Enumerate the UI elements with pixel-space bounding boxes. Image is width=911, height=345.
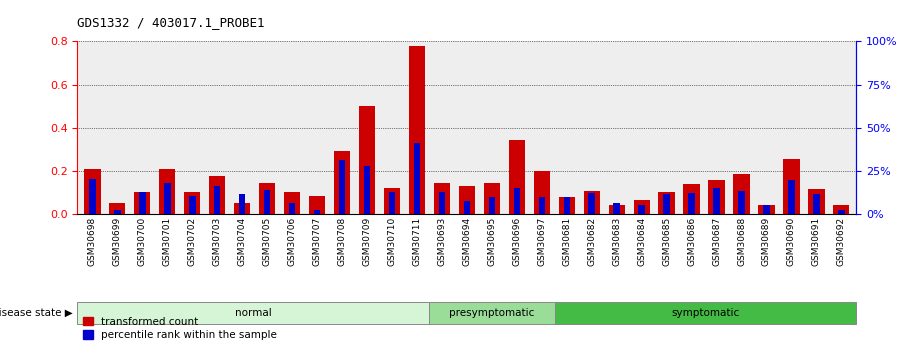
Bar bbox=[239, 195, 245, 214]
Bar bbox=[264, 190, 271, 214]
Bar bbox=[459, 186, 475, 214]
Bar bbox=[414, 143, 420, 214]
Bar bbox=[363, 167, 370, 214]
Text: normal: normal bbox=[235, 308, 271, 318]
Bar bbox=[514, 188, 520, 214]
Bar bbox=[439, 193, 445, 214]
Bar bbox=[713, 188, 720, 214]
Bar bbox=[314, 209, 321, 214]
Bar bbox=[184, 193, 200, 214]
Bar bbox=[689, 194, 695, 214]
Bar bbox=[788, 180, 794, 214]
Bar bbox=[159, 169, 176, 214]
Bar bbox=[210, 176, 225, 214]
Text: presymptomatic: presymptomatic bbox=[449, 308, 535, 318]
Bar bbox=[434, 183, 450, 214]
Bar bbox=[538, 197, 545, 214]
Bar bbox=[359, 106, 375, 214]
Bar bbox=[409, 46, 425, 214]
Bar bbox=[814, 195, 820, 214]
Bar bbox=[508, 139, 525, 214]
Legend: transformed count, percentile rank within the sample: transformed count, percentile rank withi… bbox=[83, 317, 277, 340]
Bar bbox=[164, 183, 170, 214]
Bar bbox=[234, 203, 251, 214]
Bar bbox=[834, 205, 849, 214]
Bar bbox=[214, 186, 220, 214]
Bar bbox=[139, 193, 146, 214]
Bar bbox=[289, 203, 295, 214]
Bar bbox=[733, 174, 750, 214]
Bar bbox=[639, 205, 645, 214]
Bar bbox=[334, 151, 350, 214]
Bar bbox=[109, 203, 126, 214]
Bar bbox=[738, 191, 745, 214]
Bar bbox=[484, 183, 500, 214]
Bar bbox=[555, 302, 856, 324]
Bar bbox=[808, 189, 824, 214]
Bar bbox=[189, 196, 196, 214]
Bar bbox=[488, 197, 495, 214]
Text: disease state ▶: disease state ▶ bbox=[0, 308, 73, 318]
Bar bbox=[284, 193, 301, 214]
Text: symptomatic: symptomatic bbox=[671, 308, 740, 318]
Bar bbox=[114, 209, 120, 214]
Bar bbox=[609, 205, 625, 214]
Bar bbox=[659, 193, 675, 214]
Bar bbox=[589, 194, 595, 214]
Bar bbox=[683, 184, 700, 214]
Bar bbox=[758, 205, 774, 214]
Bar bbox=[663, 195, 670, 214]
Bar bbox=[633, 200, 650, 214]
Bar bbox=[709, 180, 724, 214]
Bar bbox=[384, 188, 400, 214]
Bar bbox=[389, 193, 395, 214]
Bar bbox=[429, 302, 555, 324]
Bar bbox=[564, 197, 570, 214]
Bar bbox=[77, 302, 429, 324]
Bar bbox=[339, 160, 345, 214]
Bar bbox=[89, 179, 96, 214]
Bar bbox=[464, 201, 470, 214]
Bar bbox=[584, 191, 599, 214]
Bar bbox=[783, 159, 800, 214]
Bar bbox=[259, 183, 275, 214]
Bar bbox=[763, 205, 770, 214]
Bar bbox=[534, 171, 550, 214]
Bar bbox=[85, 169, 100, 214]
Text: GDS1332 / 403017.1_PROBE1: GDS1332 / 403017.1_PROBE1 bbox=[77, 16, 265, 29]
Bar bbox=[134, 193, 150, 214]
Bar bbox=[838, 209, 844, 214]
Bar bbox=[613, 203, 619, 214]
Bar bbox=[309, 196, 325, 214]
Bar bbox=[558, 197, 575, 214]
